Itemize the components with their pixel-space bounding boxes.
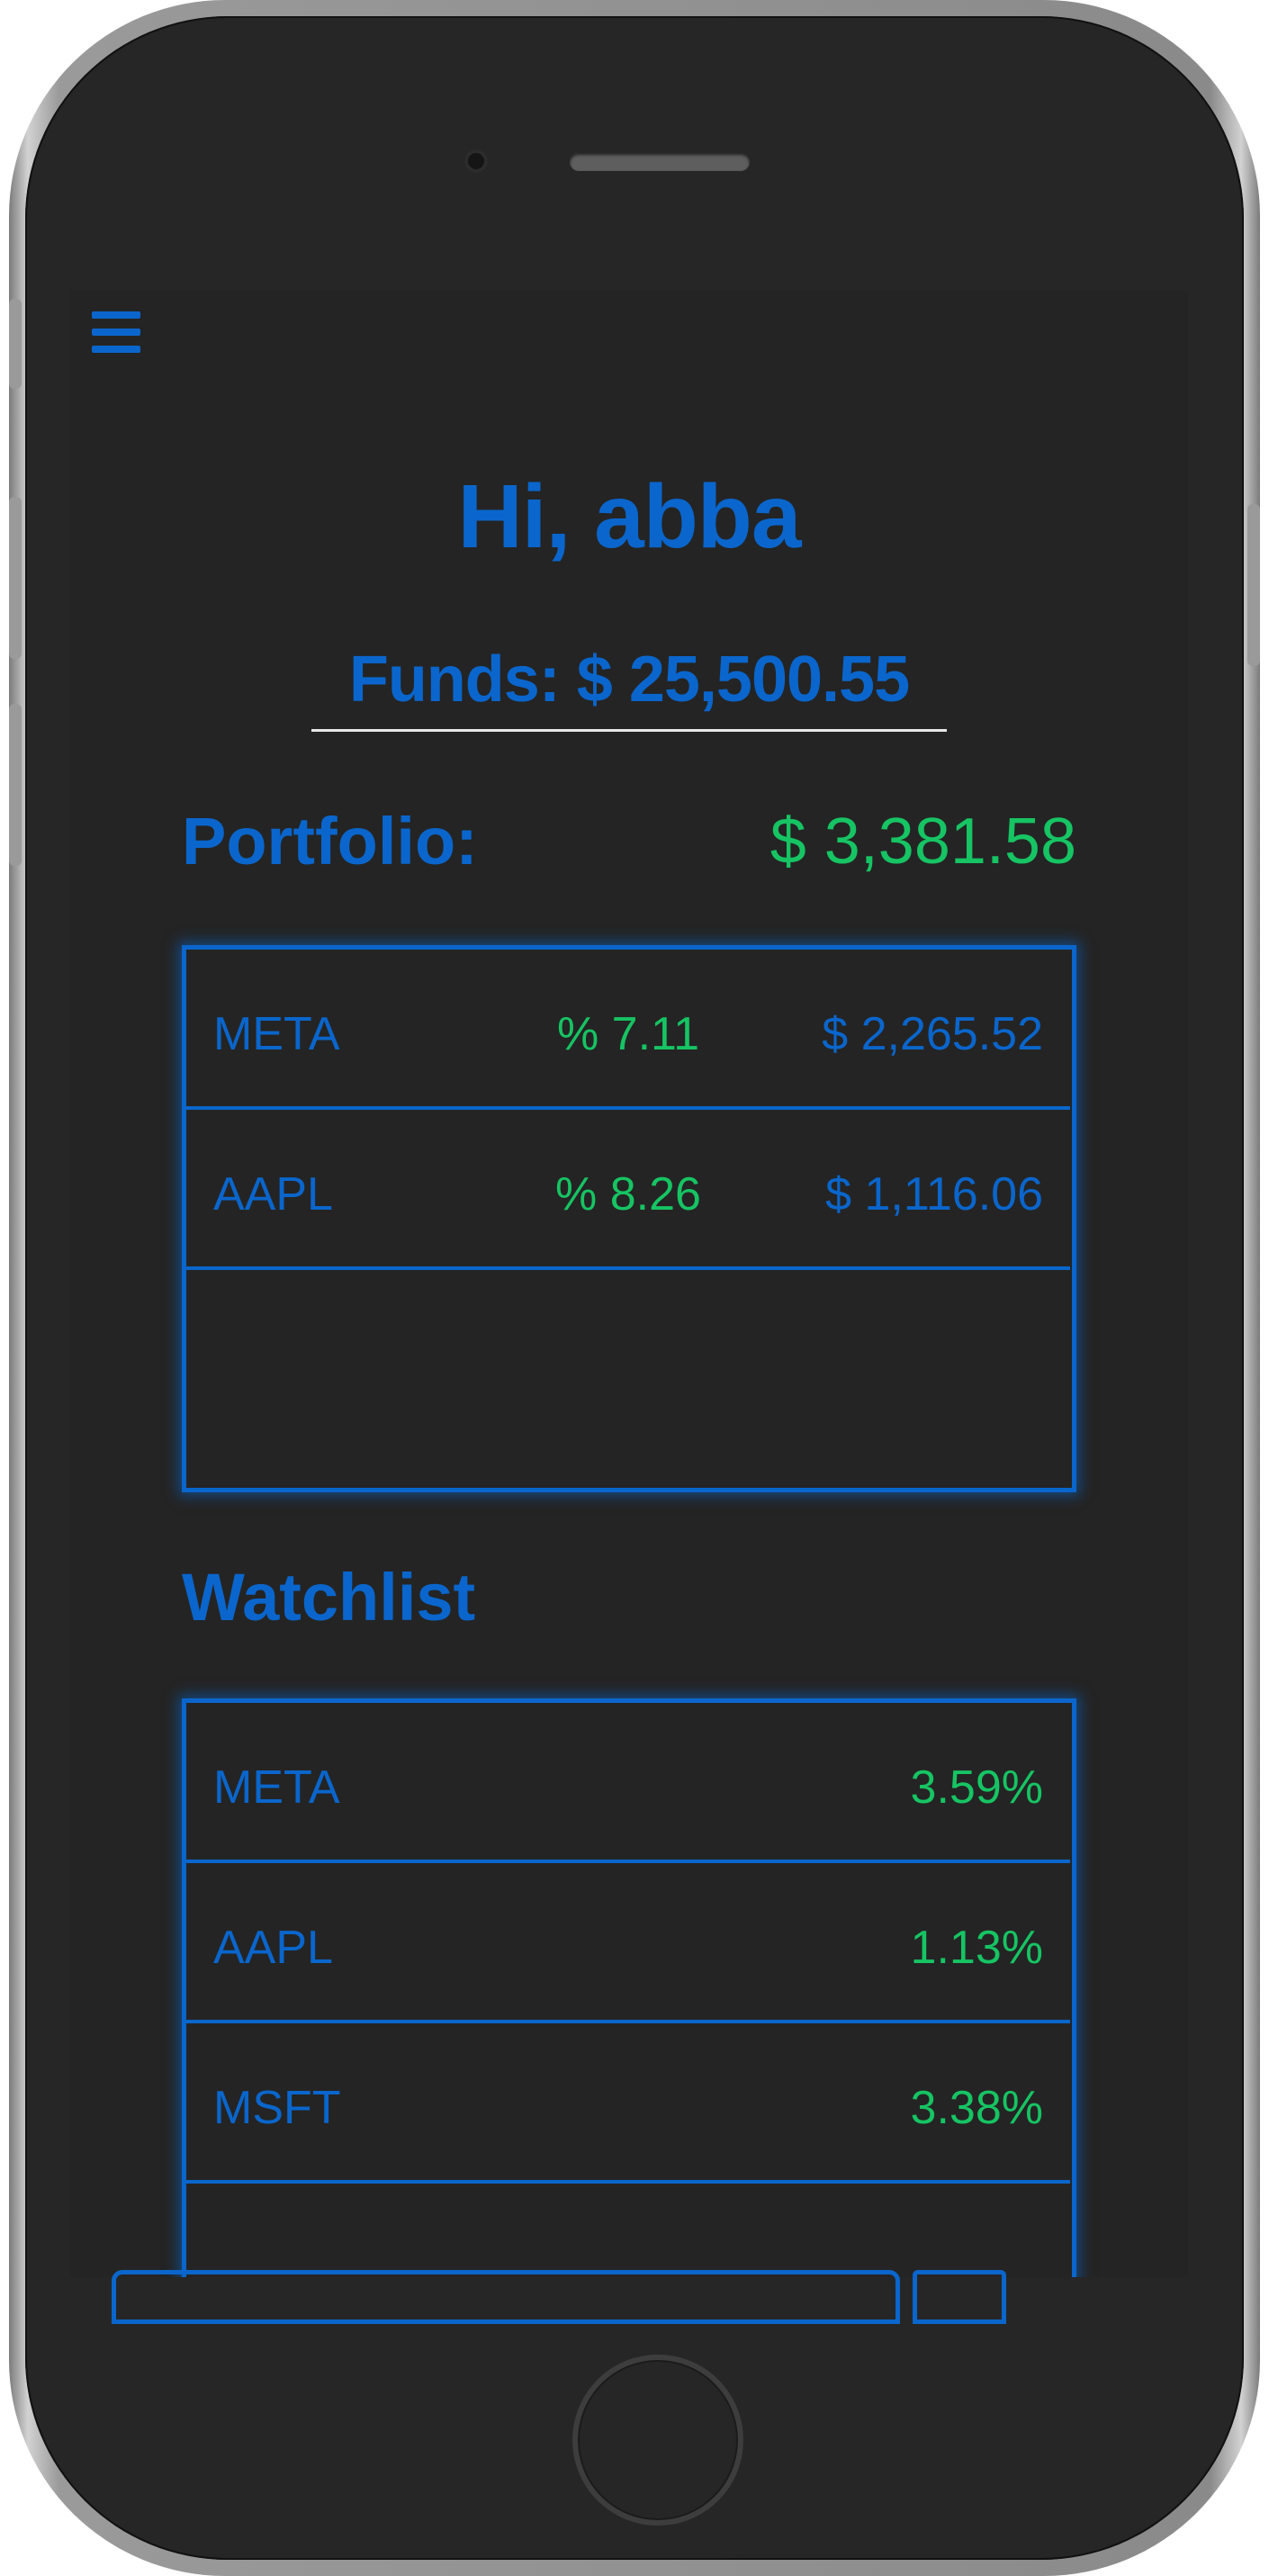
volume-up-button [9, 497, 22, 659]
menu-bar [92, 329, 140, 336]
portfolio-heading: Portfolio: [182, 803, 478, 879]
home-button[interactable] [572, 2355, 743, 2526]
portfolio-table: META % 7.11 $ 2,265.52 AAPL % 8.26 $ 1,1… [182, 945, 1076, 1492]
portfolio-row-aapl[interactable]: AAPL % 8.26 $ 1,116.06 [186, 1110, 1070, 1270]
add-button[interactable] [913, 2270, 1006, 2324]
stock-change: 3.38% [911, 2081, 1043, 2135]
stock-symbol: META [213, 1761, 340, 1815]
volume-down-button [9, 704, 22, 866]
menu-bar [92, 346, 140, 353]
stock-symbol: AAPL [213, 1921, 333, 1975]
portfolio-total: $ 3,381.58 [770, 805, 1076, 878]
greeting-title: Hi, abba [70, 465, 1188, 569]
stock-value: $ 1,116.06 [825, 1167, 1043, 1221]
stock-change: 1.13% [911, 1921, 1043, 1975]
watchlist-row-meta[interactable]: META 3.59% [186, 1703, 1070, 1863]
funds-balance[interactable]: Funds: $ 25,500.55 [311, 643, 947, 732]
menu-bar [92, 311, 140, 319]
app-screen: Hi, abba Funds: $ 25,500.55 Portfolio: $… [70, 290, 1188, 2277]
hamburger-menu-icon[interactable] [92, 311, 140, 353]
silent-switch [9, 299, 22, 389]
power-button [1247, 504, 1260, 666]
front-camera [464, 149, 488, 173]
watchlist-heading: Watchlist [182, 1559, 475, 1635]
watchlist-row-msft[interactable]: MSFT 3.38% [186, 2023, 1070, 2184]
stock-change: 3.59% [911, 1761, 1043, 1815]
earpiece-speaker [570, 153, 750, 171]
search-input[interactable] [112, 2270, 900, 2324]
stock-value: $ 2,265.52 [822, 1007, 1043, 1061]
watchlist-table: META 3.59% AAPL 1.13% MSFT 3.38% [182, 1698, 1076, 2277]
portfolio-row-meta[interactable]: META % 7.11 $ 2,265.52 [186, 950, 1070, 1110]
watchlist-row-aapl[interactable]: AAPL 1.13% [186, 1863, 1070, 2023]
stock-symbol: MSFT [213, 2081, 341, 2135]
